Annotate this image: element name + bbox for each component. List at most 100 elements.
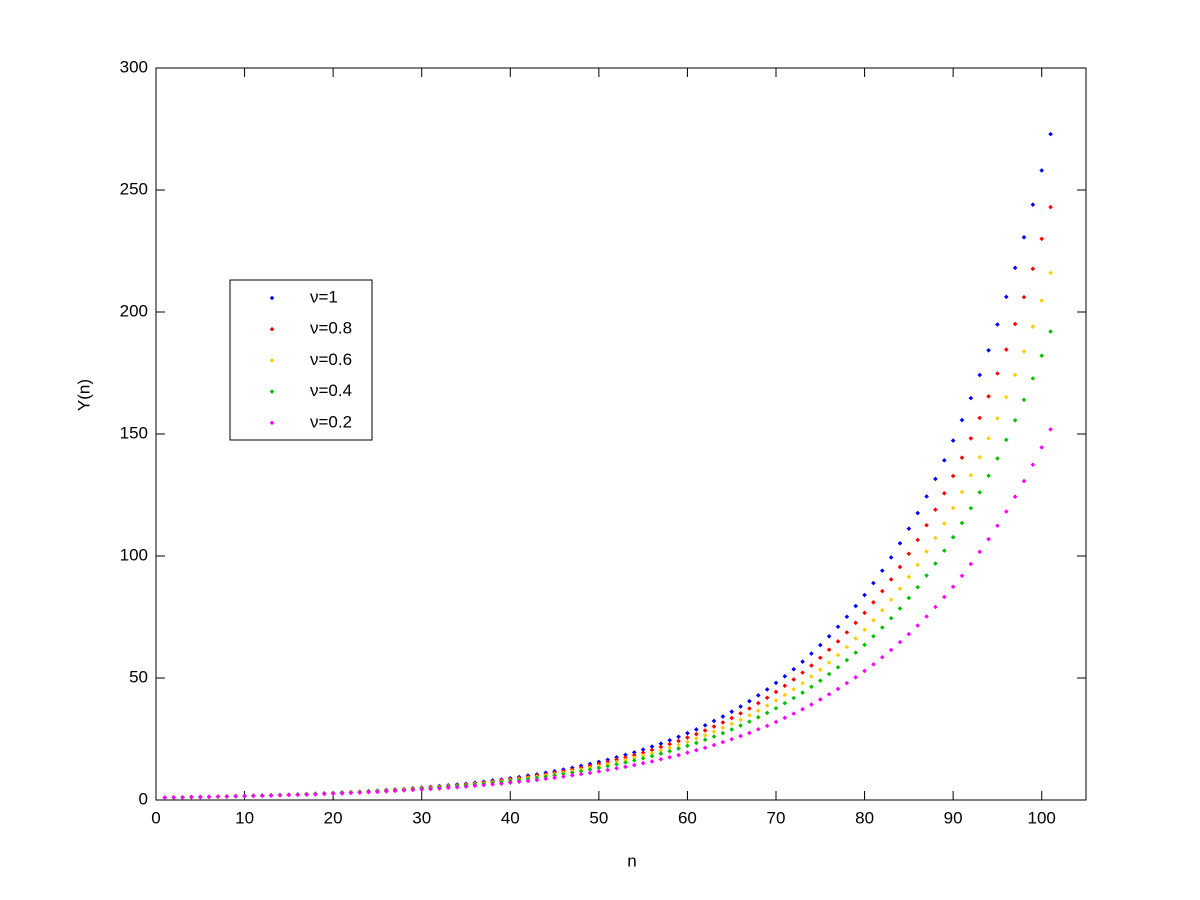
legend-box [229, 279, 373, 441]
point [968, 561, 974, 567]
point [871, 633, 876, 639]
point [773, 719, 779, 725]
point [729, 721, 735, 727]
point [906, 551, 912, 557]
point [897, 586, 903, 591]
point [702, 737, 708, 743]
point [667, 748, 673, 754]
point [968, 472, 974, 478]
point [472, 783, 478, 789]
point [817, 642, 823, 648]
point [649, 744, 655, 749]
point [1021, 294, 1027, 300]
point [552, 775, 557, 781]
point [702, 733, 708, 738]
point [835, 664, 841, 670]
point [800, 690, 805, 695]
legend-label: ν=1 [310, 287, 338, 306]
point [915, 584, 921, 590]
point [747, 730, 752, 736]
point [676, 752, 681, 758]
point [631, 750, 637, 755]
y-tick-label: 250 [120, 179, 148, 198]
point [915, 623, 921, 628]
x-tick-label: 10 [235, 808, 254, 827]
point [268, 793, 274, 798]
point [862, 627, 867, 632]
point [1030, 462, 1036, 468]
point [729, 727, 735, 732]
point [755, 714, 761, 720]
point [676, 734, 681, 740]
point [587, 770, 593, 776]
x-axis-label: n [627, 851, 636, 870]
point [941, 548, 947, 553]
point [1021, 235, 1027, 240]
point [950, 473, 956, 479]
point [685, 750, 690, 755]
point [888, 577, 894, 582]
point [729, 715, 735, 721]
point [950, 584, 956, 590]
x-tick-label: 80 [855, 808, 874, 827]
point [897, 606, 903, 611]
point [445, 785, 451, 791]
point [339, 791, 345, 796]
point [392, 788, 398, 794]
point [304, 792, 309, 797]
point [747, 719, 752, 724]
point [685, 730, 690, 736]
point [871, 617, 876, 623]
point [924, 573, 929, 578]
point [941, 458, 947, 463]
point [1021, 478, 1027, 484]
point [640, 760, 646, 766]
point [844, 614, 850, 620]
point [685, 739, 690, 745]
y-tick-label: 50 [129, 667, 148, 686]
point [251, 793, 256, 799]
point [888, 647, 894, 653]
point [348, 790, 354, 796]
point [791, 695, 797, 701]
point [189, 794, 194, 800]
point [631, 762, 637, 768]
point [490, 782, 495, 787]
point [640, 750, 646, 755]
point [941, 490, 947, 496]
point [516, 779, 522, 784]
point [543, 776, 549, 782]
point [986, 473, 991, 479]
point [755, 693, 761, 698]
point [481, 782, 487, 788]
point [321, 791, 327, 797]
y-tick-label: 200 [120, 301, 148, 320]
point [809, 684, 814, 690]
point [826, 647, 832, 652]
point [817, 678, 823, 683]
point [729, 736, 735, 742]
point [1048, 427, 1053, 432]
point [587, 767, 593, 772]
legend-marker [269, 358, 275, 363]
point [667, 745, 673, 751]
point [552, 773, 557, 778]
point [1039, 168, 1045, 173]
point [791, 677, 797, 682]
x-tick-label: 90 [944, 808, 963, 827]
point [1021, 397, 1027, 403]
point [977, 372, 983, 378]
point [897, 639, 903, 645]
point [1039, 236, 1045, 242]
point [995, 371, 1000, 376]
point [782, 715, 788, 721]
point [835, 639, 841, 644]
point [738, 733, 743, 739]
point [224, 794, 230, 799]
point [747, 698, 752, 704]
point [755, 726, 761, 732]
point [711, 724, 717, 729]
point [933, 535, 938, 541]
point [685, 735, 690, 740]
